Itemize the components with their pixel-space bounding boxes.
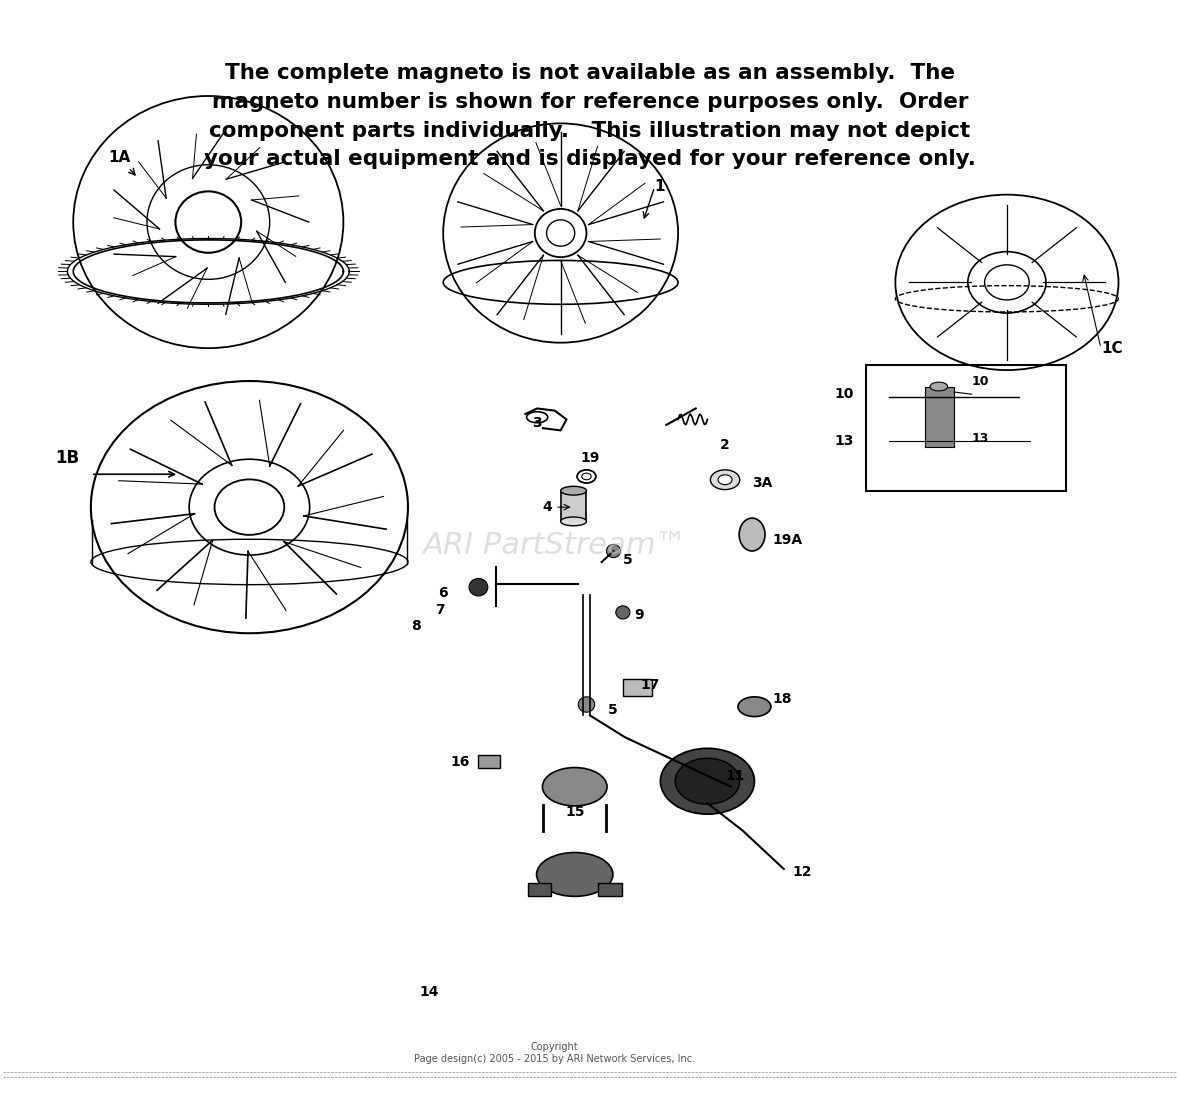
Text: 9: 9 <box>635 607 644 622</box>
Ellipse shape <box>738 696 771 716</box>
Ellipse shape <box>543 768 607 806</box>
Text: 16: 16 <box>451 755 470 768</box>
Ellipse shape <box>661 748 754 814</box>
Text: Copyright
Page design(c) 2005 - 2015 by ARI Network Services, Inc.: Copyright Page design(c) 2005 - 2015 by … <box>414 1042 695 1063</box>
Circle shape <box>607 544 621 558</box>
Text: 15: 15 <box>565 806 584 820</box>
Text: 8: 8 <box>412 618 421 633</box>
Text: 5: 5 <box>608 703 617 717</box>
Text: 10: 10 <box>971 375 989 388</box>
Ellipse shape <box>537 853 612 896</box>
Text: 18: 18 <box>772 692 792 706</box>
Text: 2: 2 <box>720 437 730 452</box>
Circle shape <box>616 606 630 619</box>
Ellipse shape <box>717 475 732 485</box>
Text: 6: 6 <box>439 585 448 599</box>
Ellipse shape <box>710 469 740 489</box>
Text: 17: 17 <box>641 678 660 692</box>
Text: 14: 14 <box>420 985 439 998</box>
Text: 10: 10 <box>835 387 854 401</box>
Text: 12: 12 <box>792 865 812 879</box>
Text: 4: 4 <box>543 500 570 515</box>
Ellipse shape <box>930 382 948 391</box>
Bar <box>598 883 622 896</box>
Bar <box>866 365 1066 490</box>
Text: 19A: 19A <box>772 533 802 547</box>
Ellipse shape <box>560 486 586 495</box>
Bar <box>478 755 499 768</box>
Text: 19: 19 <box>581 452 599 465</box>
Ellipse shape <box>739 518 765 551</box>
Text: 11: 11 <box>725 769 745 782</box>
Circle shape <box>468 579 487 596</box>
Text: The complete magneto is not available as an assembly.  The
magneto number is sho: The complete magneto is not available as… <box>204 63 976 170</box>
Text: 5: 5 <box>623 553 632 566</box>
Text: 3: 3 <box>532 415 542 430</box>
Text: 13: 13 <box>971 432 989 444</box>
Text: 13: 13 <box>835 434 854 449</box>
Text: 1B: 1B <box>55 449 80 467</box>
Text: 3A: 3A <box>752 476 773 490</box>
Bar <box>560 490 586 521</box>
Text: 1: 1 <box>655 180 666 194</box>
Bar <box>527 883 551 896</box>
Bar <box>623 679 653 695</box>
Bar <box>925 387 955 446</box>
Text: 1A: 1A <box>109 150 135 175</box>
Text: 1C: 1C <box>1101 341 1122 356</box>
Ellipse shape <box>675 758 740 804</box>
Ellipse shape <box>560 517 586 526</box>
Text: 7: 7 <box>435 603 445 617</box>
Circle shape <box>578 696 595 712</box>
Text: ARI PartStream™: ARI PartStream™ <box>422 531 687 560</box>
